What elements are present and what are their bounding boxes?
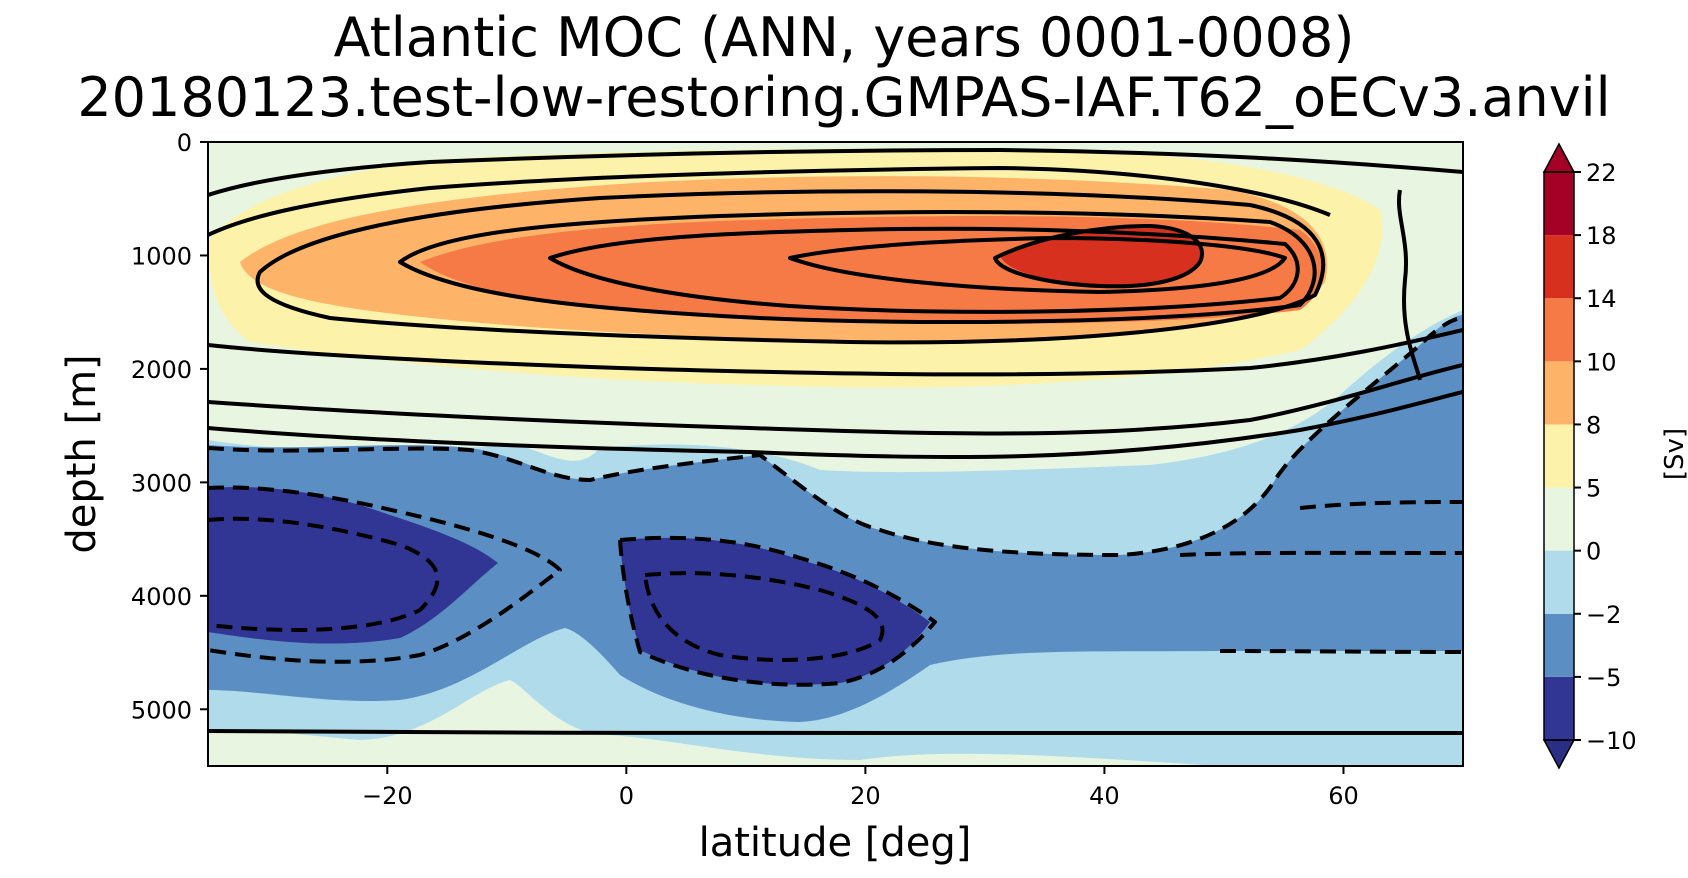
colorbar-extend-min <box>1542 739 1576 770</box>
colorbar-frame <box>1543 171 1575 741</box>
colorbar-tick-label: 22 <box>1586 159 1617 187</box>
contour-lines-dashed <box>208 316 1463 687</box>
contour-positive-6 <box>788 236 1287 294</box>
x-tick-label: 0 <box>619 782 634 810</box>
colorbar-segment <box>1544 424 1574 488</box>
chart-title-block: Atlantic MOC (ANN, years 0001-0008) 2018… <box>0 8 1688 128</box>
colorbar: −10 −5 −2 0 5 8 10 14 18 22 <box>1542 142 1637 770</box>
colorbar-tick-label: 8 <box>1586 411 1601 439</box>
colorbar-tick-label: 10 <box>1586 348 1617 376</box>
colorbar-tick-label: 0 <box>1586 538 1601 566</box>
contour-positive-7 <box>993 224 1204 289</box>
x-tick-label: 60 <box>1328 782 1359 810</box>
contour-negative-3 <box>208 516 440 632</box>
x-axis-label: latitude [deg] <box>699 820 972 866</box>
colorbar-segment <box>1544 676 1574 740</box>
y-axis: 0 1000 2000 3000 4000 5000 <box>131 129 208 724</box>
colorbar-segment <box>1544 298 1574 362</box>
contour-positive-1 <box>208 148 1463 197</box>
y-tick-label: 0 <box>177 129 192 157</box>
contour-positive-5 <box>548 226 1300 314</box>
contour-negative-2 <box>208 485 562 664</box>
x-tick-label: −20 <box>362 782 413 810</box>
colorbar-segment <box>1544 235 1574 299</box>
contour-negative-7 <box>1219 649 1463 654</box>
colorbar-segment <box>1544 172 1574 236</box>
colorbar-tick-label: 18 <box>1586 222 1617 250</box>
chart-subtitle: 20180123.test-low-restoring.GMPAS-IAF.T6… <box>77 66 1611 129</box>
y-tick-label: 1000 <box>131 242 192 270</box>
contour-zero-northern-wall <box>1397 189 1422 381</box>
colorbar-tick-label: −2 <box>1586 601 1621 629</box>
contour-negative-4 <box>618 535 937 687</box>
x-tick-label: 20 <box>850 782 881 810</box>
band-minus5-to-minus2 <box>208 315 1463 722</box>
y-tick-label: 3000 <box>131 469 192 497</box>
colorbar-label: [Sv] <box>1660 428 1688 480</box>
x-axis: −20 0 20 40 60 <box>362 766 1359 810</box>
plot-area <box>208 142 1463 766</box>
chart-title: Atlantic MOC (ANN, years 0001-0008) <box>333 6 1355 69</box>
contour-zero-bottom <box>208 729 1463 736</box>
y-tick-label: 2000 <box>131 356 192 384</box>
plot-frame <box>207 141 1464 767</box>
contour-positive-4 <box>398 210 1317 324</box>
contour-positive-3 <box>255 189 1326 345</box>
colorbar-segment <box>1544 550 1574 614</box>
contour-lines <box>208 148 1463 736</box>
contour-negative-1 <box>208 316 1463 557</box>
colorbar-extend-max <box>1542 142 1576 173</box>
y-tick-label: 5000 <box>131 696 192 724</box>
colorbar-tick-label: 14 <box>1586 285 1617 313</box>
colorbar-tick-label: −10 <box>1586 727 1637 755</box>
colorbar-tick-label: −5 <box>1586 664 1621 692</box>
contour-negative-5 <box>643 571 885 662</box>
colorbar-segment <box>1544 361 1574 425</box>
x-tick-label: 40 <box>1089 782 1120 810</box>
colorbar-tick-label: 5 <box>1586 475 1601 503</box>
contour-positive-8 <box>208 328 1463 377</box>
colorbar-segment <box>1544 613 1574 677</box>
contour-negative-8 <box>1299 500 1463 510</box>
y-tick-label: 4000 <box>131 583 192 611</box>
contour-positive-9 <box>208 363 1463 436</box>
contour-negative-6 <box>1179 550 1463 557</box>
contour-positive-10 <box>208 390 1463 459</box>
contour-positive-2 <box>208 166 1331 237</box>
colorbar-segment <box>1544 487 1574 551</box>
y-axis-label: depth [m] <box>59 354 105 553</box>
